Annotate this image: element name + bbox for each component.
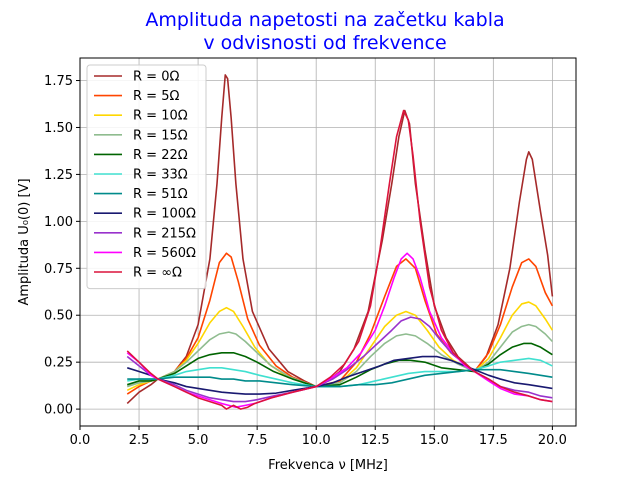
y-tick-label: 0.75	[44, 262, 73, 277]
legend-label: R = 22Ω	[133, 148, 188, 163]
y-axis: 0.00 0.25 0.50 0.75 1.00 1.25 1.50 1.75	[44, 74, 80, 418]
legend-label: R = 560Ω	[133, 246, 196, 261]
series-line-7	[126, 355, 553, 395]
x-tick-label: 15.0	[420, 433, 449, 448]
x-tick-label: 17.5	[479, 433, 508, 448]
x-axis: 0.0 2.5 5.0 7.5 10.0 12.5 15.0 17.5 20.0	[70, 426, 567, 448]
chart-title-line2: v odvisnosti od frekvence	[203, 32, 446, 54]
legend-label: R = 51Ω	[133, 187, 188, 202]
legend-label: R = 15Ω	[133, 128, 188, 143]
x-tick-label: 0.0	[70, 433, 91, 448]
series-line-2	[126, 301, 554, 392]
y-tick-label: 0.50	[44, 309, 73, 324]
y-axis-label: Amplituda U₀(0) [V]	[17, 178, 32, 305]
y-tick-label: 0.00	[44, 403, 73, 418]
legend-label: R = 10Ω	[133, 109, 188, 124]
legend-label: R = 5Ω	[133, 89, 179, 104]
y-tick-label: 1.50	[44, 121, 73, 136]
x-tick-label: 2.5	[129, 433, 150, 448]
axes-frame	[79, 57, 577, 427]
legend-label: R = 33Ω	[133, 168, 188, 183]
x-tick-label: 10.0	[302, 433, 331, 448]
x-axis-label: Frekvenca ν [MHz]	[268, 458, 388, 473]
series-line-6	[127, 368, 553, 388]
series-line-4	[126, 342, 553, 388]
legend-label: R = ∞Ω	[133, 266, 182, 281]
series-line-3	[126, 323, 553, 388]
x-tick-label: 5.0	[188, 433, 209, 448]
chart-title-line1: Amplituda napetosti na začetku kabla	[145, 9, 504, 31]
legend: R = 0Ω R = 5Ω R = 10Ω R = 15Ω R = 22Ω R = 33Ω…	[86, 64, 207, 290]
x-tick-label: 12.5	[361, 433, 390, 448]
x-tick-label: 7.5	[247, 433, 268, 448]
series-line-10	[126, 109, 553, 410]
y-tick-label: 1.75	[44, 74, 73, 89]
y-tick-label: 1.00	[44, 215, 73, 230]
y-tick-label: 0.25	[44, 356, 73, 371]
legend-label: R = 215Ω	[133, 226, 196, 241]
legend-label: R = 100Ω	[133, 207, 196, 222]
y-tick-label: 1.25	[44, 168, 73, 183]
plot-area	[126, 74, 554, 410]
x-tick-label: 20.0	[538, 433, 567, 448]
legend-label: R = 0Ω	[133, 70, 179, 85]
